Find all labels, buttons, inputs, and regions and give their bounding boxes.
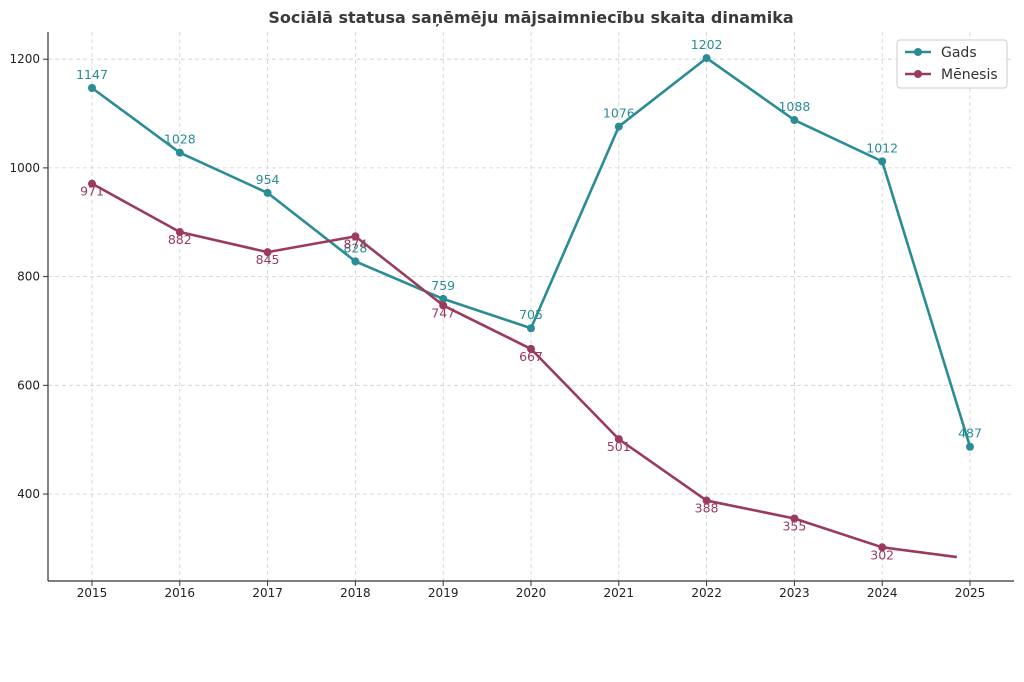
- x-tick-label: 2017: [252, 586, 283, 600]
- data-point: [263, 248, 272, 257]
- data-point: [966, 442, 974, 451]
- x-tick-label: 2025: [955, 586, 986, 600]
- data-point: [351, 257, 360, 266]
- x-tick-label: 2015: [77, 586, 108, 600]
- data-label: 1028: [164, 132, 196, 147]
- x-tick-label: 2019: [428, 586, 459, 600]
- y-tick-label: 600: [17, 378, 40, 392]
- data-point: [351, 232, 360, 241]
- data-point: [527, 344, 535, 353]
- data-point: [88, 179, 96, 188]
- x-tick-label: 2016: [165, 586, 196, 600]
- series-line-m-nesis: [91, 182, 957, 559]
- data-label: 828: [343, 240, 367, 255]
- chart-title: Sociālā statusa saņēmēju mājsaimniecību …: [268, 8, 793, 27]
- data-label: 667: [519, 349, 543, 364]
- axes: 2015 2016 2017 2018 2019 2020 2021 2022 2023 2024…: [9, 32, 1014, 600]
- y-tick-label: 400: [17, 487, 40, 501]
- data-point: [790, 514, 799, 523]
- legend-label: Gads: [941, 45, 977, 61]
- data-point: [175, 148, 184, 157]
- data-point: [702, 496, 711, 505]
- data-label: 874: [343, 236, 367, 251]
- x-tick-label: 2024: [867, 586, 898, 600]
- data-label: 487: [958, 426, 982, 441]
- data-point: [175, 228, 184, 237]
- x-tick-label: 2021: [604, 586, 635, 600]
- data-point: [439, 294, 448, 303]
- data-label: 1076: [603, 106, 635, 121]
- data-label: 705: [519, 307, 543, 322]
- data-point: [614, 122, 623, 131]
- x-tick-label: 2020: [516, 586, 547, 600]
- y-tick-label: 1200: [9, 52, 40, 66]
- data-point: [790, 116, 799, 125]
- data-point: [878, 543, 887, 552]
- y-tick-label: 800: [17, 270, 40, 284]
- data-label: 302: [870, 547, 894, 562]
- data-point: [439, 301, 448, 310]
- data-label: 1147: [76, 67, 108, 82]
- data-point: [88, 83, 96, 92]
- legend-swatch-marker: [914, 70, 922, 78]
- data-label: 971: [80, 184, 104, 199]
- data-point: [702, 54, 711, 63]
- data-label: 355: [782, 518, 806, 533]
- data-label: 759: [431, 278, 455, 293]
- x-tick-label: 2018: [340, 586, 371, 600]
- legend: Gads Mēnesis: [896, 39, 1008, 89]
- data-label: 747: [431, 305, 455, 320]
- data-label: 388: [695, 501, 719, 516]
- legend-swatch-marker: [914, 48, 922, 56]
- y-tick-label: 1000: [9, 161, 40, 175]
- data-label: 845: [256, 252, 280, 267]
- series-lines: [88, 54, 974, 559]
- x-tick-label: 2023: [779, 586, 810, 600]
- data-label: 1202: [691, 37, 723, 52]
- data-point: [527, 324, 535, 333]
- data-label: 1088: [778, 99, 810, 114]
- data-point: [263, 188, 272, 197]
- data-label: 882: [168, 232, 192, 247]
- legend-label: Mēnesis: [941, 67, 998, 83]
- x-tick-label: 2022: [691, 586, 722, 600]
- data-point: [878, 157, 887, 166]
- data-labels: 1147 1028 954 828 759 705 1076 1202 1088 1012 487 9…: [76, 37, 982, 562]
- data-point: [614, 435, 623, 444]
- data-label: 501: [607, 439, 631, 454]
- data-label: 954: [256, 172, 280, 187]
- data-label: 1012: [866, 140, 898, 155]
